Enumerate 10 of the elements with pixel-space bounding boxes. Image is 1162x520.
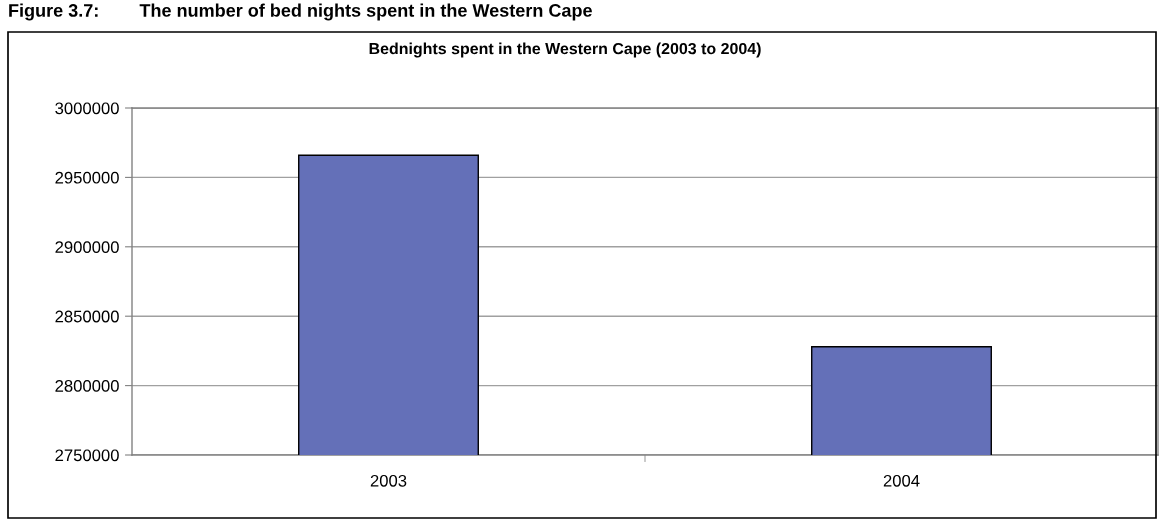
y-tick-label: 2750000	[55, 449, 119, 462]
y-tick-label: 3000000	[55, 102, 119, 115]
y-tick-label: 2850000	[55, 310, 119, 323]
y-tick-label: 2950000	[55, 171, 119, 184]
caption: Figure 3.7: The number of bed nights spent in the Western Cape	[9, 3, 592, 21]
chart-title: Bednights spent in the Western Cape (2003 to 2004)	[369, 42, 761, 58]
y-tick-label: 2900000	[55, 241, 119, 253]
y-tick-label: 2800000	[55, 380, 119, 392]
x-tick-label: 2004	[883, 474, 920, 487]
x-tick-label: 2003	[370, 474, 407, 487]
